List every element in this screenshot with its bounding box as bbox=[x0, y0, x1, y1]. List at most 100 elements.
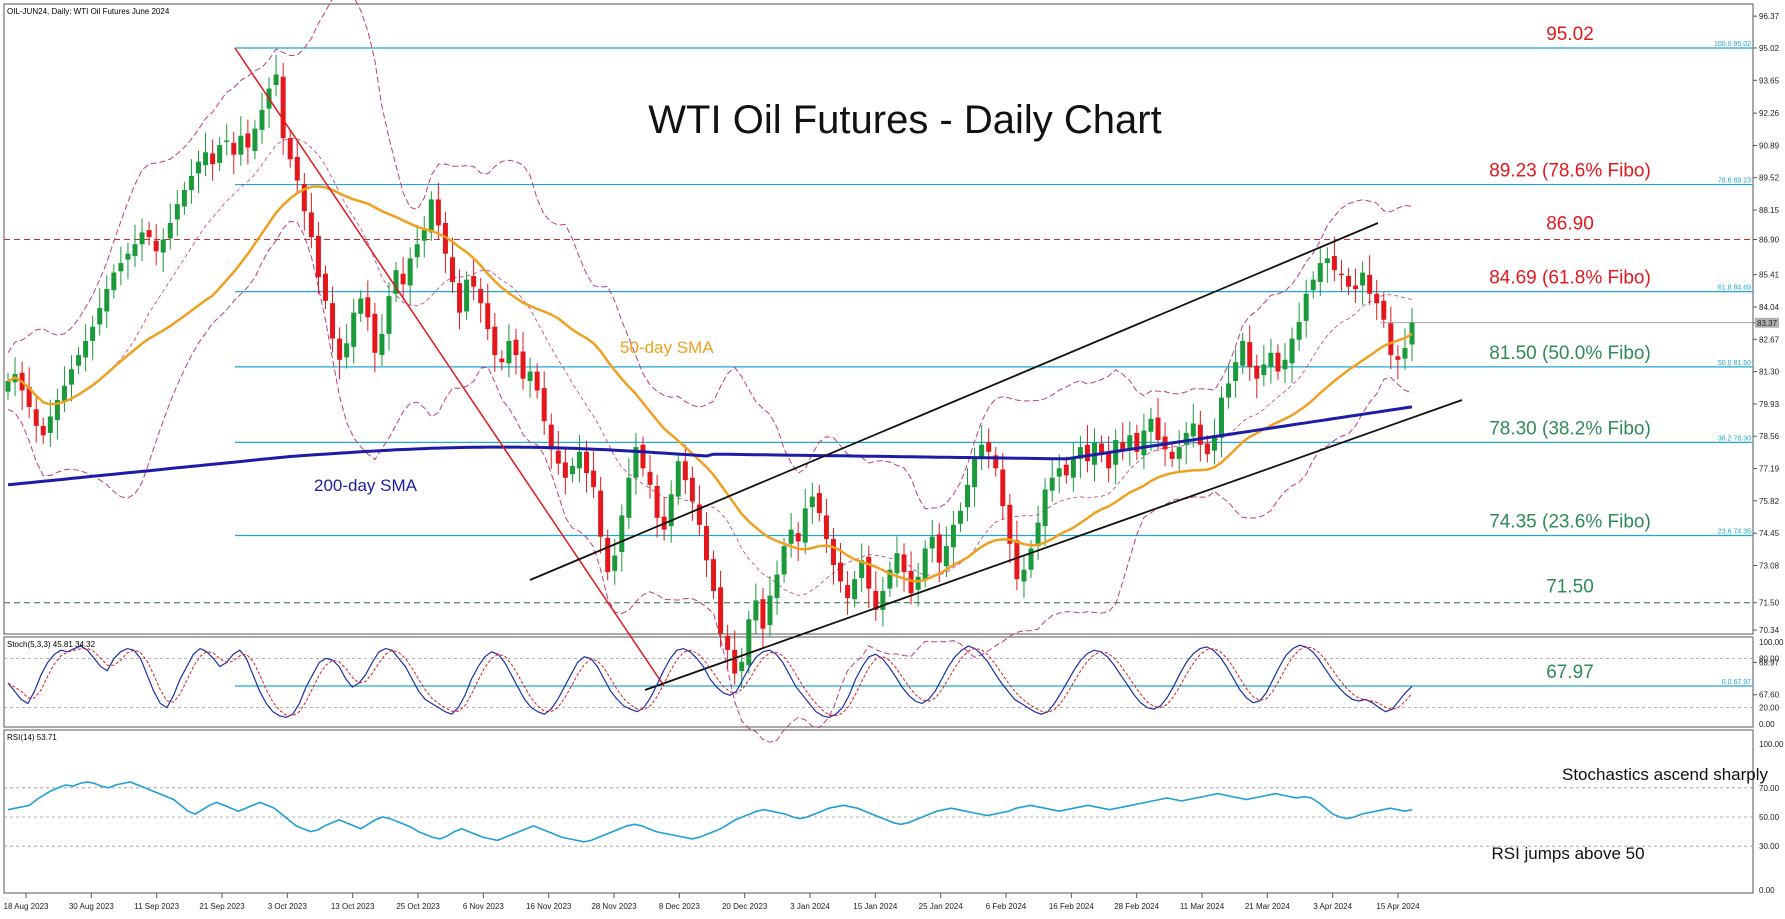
candle-body bbox=[471, 276, 477, 287]
candle-body bbox=[809, 496, 815, 508]
candle-body bbox=[612, 555, 618, 571]
candle-body bbox=[400, 273, 406, 285]
candle-body bbox=[859, 560, 865, 578]
candle-body bbox=[1106, 452, 1112, 469]
candle-body bbox=[739, 661, 745, 672]
candle-body bbox=[1240, 340, 1246, 366]
candle-body bbox=[1226, 383, 1232, 398]
y-tick-label: 78.56 bbox=[1759, 432, 1780, 441]
rsi-level-label: 100.00 bbox=[1759, 740, 1784, 749]
x-tick-label: 21 Sep 2023 bbox=[199, 902, 245, 911]
x-tick-label: 13 Oct 2023 bbox=[331, 902, 375, 911]
rsi-level-label: 50.00 bbox=[1759, 813, 1780, 822]
candle-body bbox=[372, 313, 378, 353]
candle-body bbox=[703, 526, 709, 561]
candle-body bbox=[591, 470, 597, 488]
candle-body bbox=[696, 504, 702, 525]
fib-label: 81.50 (50.0% Fibo) bbox=[1489, 343, 1651, 364]
candle-body bbox=[1197, 424, 1203, 445]
candle-body bbox=[1360, 272, 1366, 286]
dashed-level-label: 71.50 bbox=[1546, 577, 1594, 598]
candle-body bbox=[605, 537, 611, 573]
candle-body bbox=[527, 371, 533, 382]
y-tick-label: 68.97 bbox=[1759, 658, 1780, 667]
fib-small-label: 50.0 81.50 bbox=[1718, 360, 1751, 367]
candle-body bbox=[287, 138, 293, 160]
candle-body bbox=[1261, 364, 1267, 376]
candle-body bbox=[414, 244, 420, 258]
candle-body bbox=[1141, 430, 1147, 456]
candle-body bbox=[781, 546, 787, 575]
moving-averages bbox=[7, 185, 1413, 583]
trend-lines bbox=[234, 47, 1463, 691]
candle-body bbox=[132, 244, 138, 257]
x-tick-label: 6 Nov 2023 bbox=[463, 902, 504, 911]
candle-body bbox=[54, 399, 60, 420]
candle-body bbox=[1028, 548, 1034, 570]
middle-band bbox=[7, 137, 1413, 596]
candle-body bbox=[1127, 435, 1133, 450]
candle-body bbox=[506, 340, 512, 364]
candle-body bbox=[548, 424, 554, 450]
symbol-header: OIL-JUN24, Daily: WTI Oil Futures June 2… bbox=[7, 7, 170, 16]
stoch-level-label: 80.00 bbox=[1759, 654, 1780, 663]
candle-body bbox=[273, 74, 279, 86]
fib-small-label: 61.8 84.69 bbox=[1718, 285, 1751, 292]
x-tick-label: 28 Feb 2024 bbox=[1114, 902, 1159, 911]
candle-body bbox=[513, 339, 519, 356]
candle-body bbox=[26, 386, 32, 407]
x-tick-label: 18 Aug 2023 bbox=[4, 902, 49, 911]
sma200-line bbox=[7, 405, 1413, 487]
candle-body bbox=[1014, 540, 1020, 580]
candle-body bbox=[1374, 293, 1380, 304]
candle-body bbox=[555, 450, 561, 464]
candle-body bbox=[351, 312, 357, 347]
candle-body bbox=[386, 296, 392, 334]
candle-body bbox=[90, 326, 96, 341]
stochastic-oscillator: 100.00 80.00 20.00 0.00 bbox=[4, 638, 1784, 729]
candle-body bbox=[146, 230, 152, 238]
y-tick-label: 70.34 bbox=[1759, 626, 1780, 635]
dashed-level-label: 86.90 bbox=[1546, 214, 1594, 235]
candle-body bbox=[901, 554, 907, 573]
candle-body bbox=[986, 442, 992, 452]
candle-body bbox=[732, 649, 738, 674]
candle-body bbox=[993, 455, 999, 469]
candle-body bbox=[1268, 352, 1274, 367]
candle-body bbox=[1247, 342, 1253, 367]
candle-body bbox=[788, 529, 794, 544]
candle-body bbox=[1211, 435, 1217, 451]
candle-body bbox=[1099, 443, 1105, 455]
candle-body bbox=[252, 128, 258, 152]
candle-body bbox=[576, 451, 582, 469]
candle-body bbox=[633, 447, 639, 478]
candle-body bbox=[1219, 397, 1225, 438]
candle-body bbox=[1367, 274, 1373, 294]
candle-body bbox=[802, 508, 808, 543]
fib-small-label: 78.6 89.23 bbox=[1718, 178, 1751, 185]
candle-body bbox=[449, 257, 455, 282]
sma200-label: 200-day SMA bbox=[314, 476, 418, 495]
candle-body bbox=[1324, 258, 1330, 264]
x-tick-label: 30 Aug 2023 bbox=[69, 902, 114, 911]
candle-body bbox=[1183, 432, 1189, 445]
candle-body bbox=[541, 388, 547, 422]
stoch-level-label: 100.00 bbox=[1759, 638, 1784, 647]
candle-body bbox=[1346, 276, 1352, 287]
candle-body bbox=[746, 619, 752, 666]
candle-body bbox=[1155, 417, 1161, 440]
x-tick-label: 3 Oct 2023 bbox=[268, 902, 308, 911]
candle-body bbox=[922, 548, 928, 580]
candle-body bbox=[1296, 322, 1302, 340]
candle-body bbox=[308, 212, 314, 238]
lower-channel-line bbox=[644, 399, 1463, 691]
candle-body bbox=[421, 230, 427, 241]
fib-label: 74.35 (23.6% Fibo) bbox=[1489, 512, 1651, 533]
fib-small-label: 0.0 67.97 bbox=[1722, 679, 1751, 686]
candle-body bbox=[682, 461, 688, 481]
candle-body bbox=[534, 371, 540, 391]
y-tick-label: 75.82 bbox=[1759, 497, 1780, 506]
candle-body bbox=[915, 576, 921, 590]
candle-body bbox=[40, 425, 46, 436]
